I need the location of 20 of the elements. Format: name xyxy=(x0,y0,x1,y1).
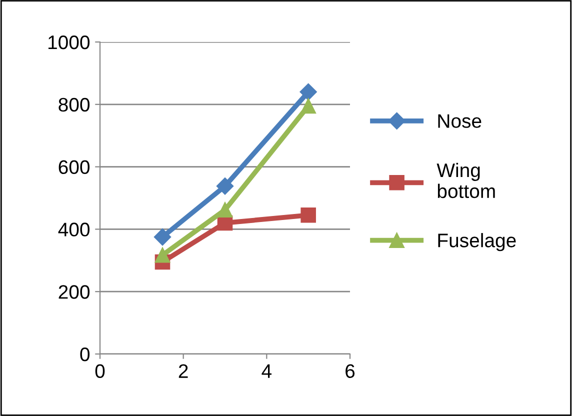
y-tick-label: 600 xyxy=(58,160,90,174)
y-tick-label: 800 xyxy=(58,98,90,112)
point xyxy=(154,228,172,246)
legend-label: Fuselage xyxy=(438,233,516,252)
y-tick-label: 200 xyxy=(58,285,90,299)
x-tick-label: 0 xyxy=(95,364,105,378)
x-tick-label: 4 xyxy=(262,364,272,378)
point xyxy=(300,98,316,114)
point xyxy=(300,208,316,223)
point xyxy=(217,202,233,218)
point xyxy=(216,178,234,195)
legend-label: Nose xyxy=(438,114,482,128)
x-tick-label: 6 xyxy=(346,364,355,378)
y-tick-label: 1000 xyxy=(48,35,90,50)
legend-label: Wing bottom xyxy=(436,162,495,198)
point xyxy=(300,83,317,100)
y-tick-label: 0 xyxy=(80,347,90,362)
x-tick-label: 2 xyxy=(178,364,188,378)
y-tick-label: 400 xyxy=(58,222,90,236)
point xyxy=(154,247,170,263)
